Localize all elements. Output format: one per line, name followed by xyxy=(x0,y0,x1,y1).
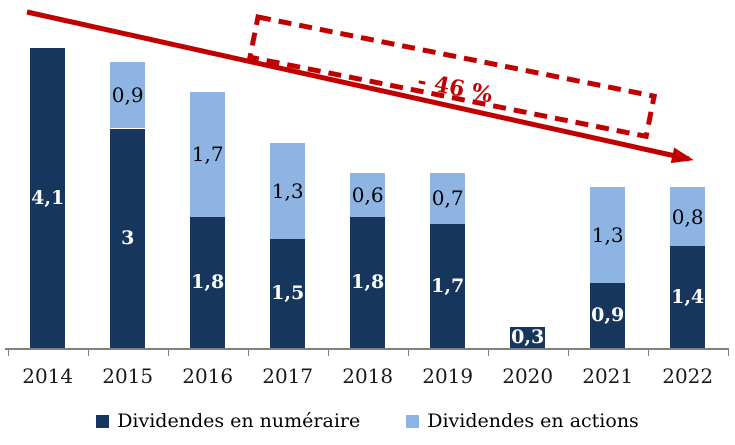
x-axis-label: 2014 xyxy=(22,364,74,388)
x-axis-label: 2017 xyxy=(262,364,314,388)
x-axis-tick xyxy=(727,348,730,356)
x-axis-tick xyxy=(247,348,250,356)
legend-swatch xyxy=(406,414,420,428)
bar-segment: 0,6 xyxy=(350,172,386,217)
legend-swatch xyxy=(96,414,110,428)
bar-value-label: 0,8 xyxy=(671,204,704,229)
annotation-label: - 46 % xyxy=(415,68,495,108)
bar-segment: 0,9 xyxy=(110,62,146,129)
legend-label: Dividendes en numéraire xyxy=(117,410,361,432)
bar-value-label: 0,6 xyxy=(351,182,384,207)
bar-value-label: 0,3 xyxy=(511,326,545,349)
bar-value-label: 0,9 xyxy=(591,304,625,327)
x-axis-label: 2018 xyxy=(342,364,394,388)
bar-segment: 1,7 xyxy=(430,224,466,349)
bar-value-label: 0,9 xyxy=(111,83,144,108)
bar-value-label: 4,1 xyxy=(31,186,65,209)
x-axis-tick xyxy=(7,348,10,356)
x-axis-tick xyxy=(487,348,490,356)
x-axis-tick xyxy=(167,348,170,356)
annotation-dashed-box xyxy=(247,14,658,140)
bar-value-label: 1,5 xyxy=(271,282,305,305)
x-axis-tick xyxy=(87,348,90,356)
x-axis-label: 2021 xyxy=(582,364,634,388)
bar-value-label: 1,8 xyxy=(351,271,385,294)
legend: Dividendes en numéraire Dividendes en act… xyxy=(0,410,735,433)
bar-value-label: 1,7 xyxy=(431,275,465,298)
x-axis-label: 2016 xyxy=(182,364,234,388)
legend-item: Dividendes en numéraire xyxy=(96,410,360,433)
bar-value-label: 1,3 xyxy=(271,178,304,203)
bar-segment: 1,3 xyxy=(590,187,626,283)
bar-segment: 3 xyxy=(110,128,146,349)
x-axis-label: 2020 xyxy=(502,364,554,388)
bar-segment: 0,9 xyxy=(590,282,626,349)
bar-segment: 0,3 xyxy=(510,326,546,349)
bar-segment: 4,1 xyxy=(30,47,66,349)
bar-segment: 1,8 xyxy=(350,216,386,349)
bar-segment: 1,5 xyxy=(270,238,306,349)
x-axis-line xyxy=(5,348,729,350)
bar-value-label: 1,4 xyxy=(671,286,705,309)
bar-value-label: 0,7 xyxy=(431,186,464,211)
bar-segment: 1,3 xyxy=(270,143,306,239)
x-axis-tick xyxy=(327,348,330,356)
bar-segment: 0,7 xyxy=(430,172,466,225)
x-axis-tick xyxy=(567,348,570,356)
bar-value-label: 1,8 xyxy=(191,271,225,294)
legend-label: Dividendes en actions xyxy=(427,410,639,432)
x-axis-tick xyxy=(647,348,650,356)
bar-segment: 1,7 xyxy=(190,91,226,217)
x-axis-label: 2022 xyxy=(662,364,714,388)
x-axis-tick xyxy=(407,348,410,356)
bar-value-label: 1,3 xyxy=(591,223,624,248)
bar-segment: 1,8 xyxy=(190,216,226,349)
legend-item: Dividendes en actions xyxy=(406,410,639,433)
bar-value-label: 3 xyxy=(121,227,135,250)
bar-segment: 1,4 xyxy=(670,246,706,349)
bar-value-label: 1,7 xyxy=(191,142,224,167)
x-axis-label: 2019 xyxy=(422,364,474,388)
bar-segment: 0,8 xyxy=(670,187,706,247)
x-axis-label: 2015 xyxy=(102,364,154,388)
